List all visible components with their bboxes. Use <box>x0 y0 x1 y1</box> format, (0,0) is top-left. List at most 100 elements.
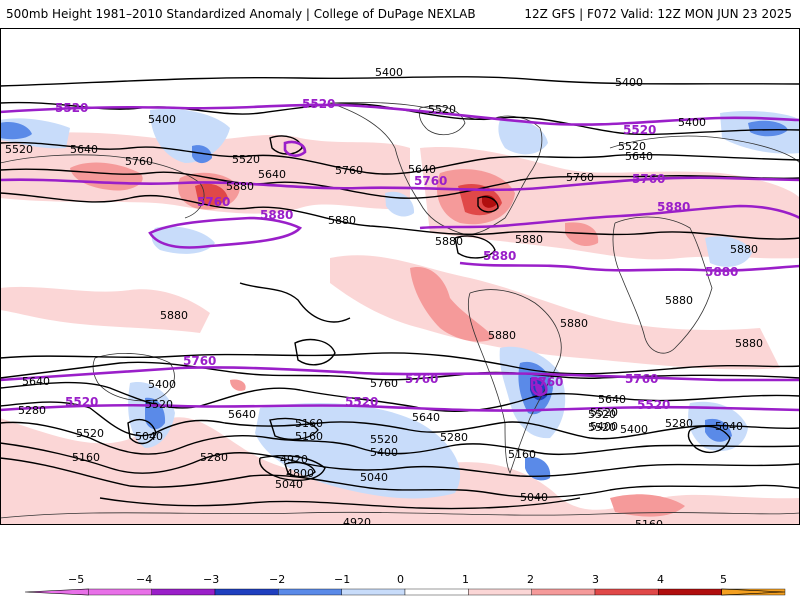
coastline-australia <box>92 353 175 402</box>
height-label: 5880 <box>735 337 763 350</box>
map-svg: 5400 5400 5520 5400 5520 5640 5760 5520 … <box>0 28 800 525</box>
height-label: 5400 <box>370 446 398 459</box>
reference-label: 5880 <box>483 249 516 263</box>
reference-label: 5760 <box>183 354 216 368</box>
contour-5160-south <box>0 457 800 498</box>
colorbar-segment <box>531 588 596 596</box>
purple-5760-south <box>0 366 800 382</box>
anomaly-colorbar: −5 −4 −3 −2 −1 0 1 2 3 4 5 <box>0 570 800 600</box>
coastline-antarctica <box>0 511 800 519</box>
colorbar-tick-label: −2 <box>269 573 285 586</box>
height-label: 5880 <box>730 243 758 256</box>
contour-5040-south <box>99 497 581 510</box>
height-label: 4920 <box>343 516 371 525</box>
map-title: 500mb Height 1981–2010 Standardized Anom… <box>6 7 476 21</box>
colorbar-tick-label: 4 <box>657 573 664 586</box>
contour-5520-closed-pacific <box>269 135 303 155</box>
contour-5520-south <box>0 401 800 440</box>
height-labels: 5400 5400 5520 5400 5520 5640 5760 5520 … <box>5 66 763 525</box>
height-label: 5040 <box>275 478 303 491</box>
height-label: 5400 <box>590 420 618 433</box>
header: 500mb Height 1981–2010 Standardized Anom… <box>0 0 800 28</box>
reference-label: 5520 <box>55 101 88 115</box>
strong-positive-anomaly <box>565 222 599 247</box>
height-label: 5400 <box>148 113 176 126</box>
negative-anomaly-area <box>535 383 543 394</box>
negative-anomaly-area <box>748 120 788 137</box>
colorbar-segment <box>341 588 406 596</box>
contour-5040-southwest <box>127 418 157 445</box>
contour-5880-closed-atlantic <box>454 235 496 259</box>
height-label: 5880 <box>560 317 588 330</box>
height-label: 5880 <box>160 309 188 322</box>
purple-5520-north <box>0 103 800 126</box>
contour-5400-south <box>0 421 800 456</box>
height-label: 5400 <box>678 116 706 129</box>
height-label: 5400 <box>620 423 648 436</box>
height-label: 5640 <box>625 150 653 163</box>
colorbar-tick-label: 1 <box>462 573 469 586</box>
reference-label: 5760 <box>530 375 563 389</box>
strong-positive-anomaly <box>410 267 495 342</box>
colorbar-tick-label: 5 <box>720 573 727 586</box>
height-label: 5880 <box>515 233 543 246</box>
height-label: 5640 <box>408 163 436 176</box>
height-label: 5760 <box>335 164 363 177</box>
model-valid-time: 12Z GFS | F072 Valid: 12Z MON JUN 23 202… <box>524 7 792 21</box>
height-label: 5400 <box>148 378 176 391</box>
height-label: 5880 <box>328 214 356 227</box>
height-label: 5040 <box>135 430 163 443</box>
height-label: 5160 <box>295 430 323 443</box>
height-label: 5880 <box>226 180 254 193</box>
contour-5880-north <box>0 192 800 240</box>
colorbar-gradient <box>24 588 786 596</box>
height-label: 5040 <box>715 420 743 433</box>
height-label: 5760 <box>125 155 153 168</box>
map-panel: 5400 5400 5520 5400 5520 5640 5760 5520 … <box>0 28 800 525</box>
height-label: 5520 <box>370 433 398 446</box>
negative-anomaly-area <box>0 122 32 140</box>
reference-label: 5760 <box>632 172 665 186</box>
height-label: 5040 <box>360 471 388 484</box>
reference-label: 5880 <box>260 208 293 222</box>
positive-anomaly-area <box>0 417 800 525</box>
purple-5880-north <box>148 216 303 249</box>
height-label: 5520 <box>588 421 616 434</box>
reference-label: 5760 <box>197 195 230 209</box>
anomaly-shading <box>0 108 800 525</box>
height-label: 5160 <box>295 417 323 430</box>
height-label: 4920 <box>280 453 308 466</box>
purple-5760-north <box>0 176 800 192</box>
coastline-africa <box>612 216 713 354</box>
positive-anomaly-area <box>0 286 210 333</box>
colorbar-segment <box>594 588 659 596</box>
colorbar-segment <box>278 588 342 596</box>
height-label: 5640 <box>70 143 98 156</box>
height-label: 5040 <box>520 491 548 504</box>
contour-4920-south <box>258 455 326 481</box>
contour-5760 <box>0 168 800 199</box>
strong-positive-anomaly <box>610 494 685 517</box>
purple-5520-south <box>0 403 800 412</box>
height-label: 5640 <box>412 411 440 424</box>
contour-closed-high-namerica <box>477 196 499 213</box>
height-label: 5520 <box>232 153 260 166</box>
height-label: 5880 <box>435 235 463 248</box>
reference-label: 5520 <box>65 395 98 409</box>
height-label: 5280 <box>200 451 228 464</box>
reference-label: 5760 <box>414 174 447 188</box>
contour-5880-closed-pacific <box>294 338 336 366</box>
coastline-south-america <box>467 289 562 475</box>
colorbar-segment <box>468 588 532 596</box>
reference-label: 5520 <box>302 97 335 111</box>
colorbar-segment <box>404 588 469 596</box>
height-label: 5160 <box>72 451 100 464</box>
height-label: 5280 <box>440 431 468 444</box>
height-label: 5520 <box>618 140 646 153</box>
height-label: 5520 <box>588 408 616 421</box>
colorbar-tick-label: −5 <box>68 573 84 586</box>
height-label: 4800 <box>286 467 314 480</box>
coastline-greenland <box>418 105 466 136</box>
contour-5640 <box>0 141 800 175</box>
colorbar-tick-label: 3 <box>592 573 599 586</box>
